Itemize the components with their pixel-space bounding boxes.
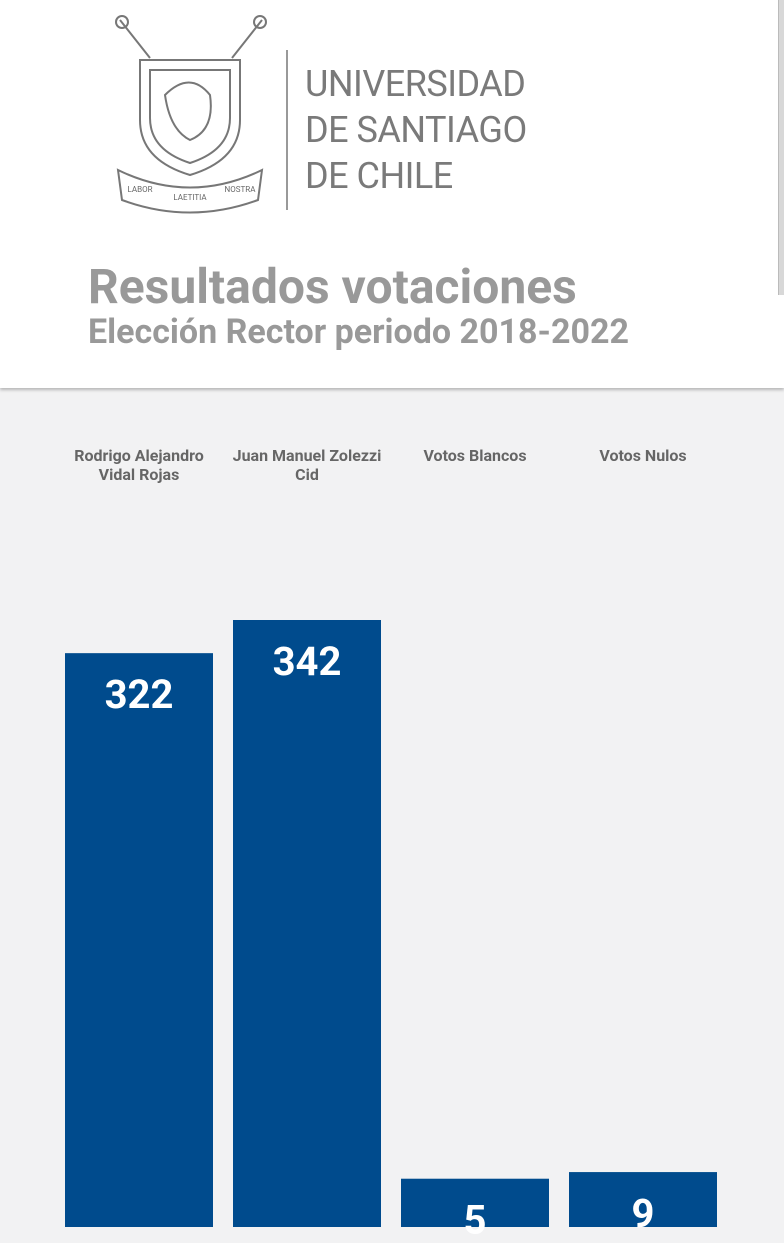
chart-subtitle: Elección Rector periodo 2018-2022	[88, 312, 629, 352]
value-label: 342	[273, 638, 342, 685]
category-label: Votos Blancos	[423, 446, 527, 465]
category-label: Votos Nulos	[599, 446, 687, 465]
university-name: UNIVERSIDAD	[305, 63, 526, 105]
header: LABOR LAETITIA NOSTRA UNIVERSIDAD DE SAN…	[0, 0, 784, 388]
logo: LABOR LAETITIA NOSTRA	[115, 15, 288, 214]
university-name: DE CHILE	[305, 155, 453, 197]
bar	[233, 620, 381, 1227]
scrollbar	[778, 0, 784, 295]
bar	[65, 653, 213, 1227]
motto: LABOR	[127, 185, 152, 194]
category-label: Rodrigo Alejandro Vidal Rojas	[74, 446, 204, 484]
value-label: 9	[632, 1190, 655, 1237]
motto: LAETITIA	[173, 193, 207, 202]
value-label: 5	[464, 1197, 487, 1243]
bar	[569, 1172, 717, 1227]
bar	[401, 1178, 549, 1227]
value-label: 322	[105, 671, 174, 718]
category-label: Juan Manuel Zolezzi Cid	[232, 446, 382, 484]
chart-title: Resultados votaciones	[88, 258, 577, 315]
university-name: DE SANTIAGO	[305, 109, 527, 151]
motto: NOSTRA	[225, 185, 257, 194]
